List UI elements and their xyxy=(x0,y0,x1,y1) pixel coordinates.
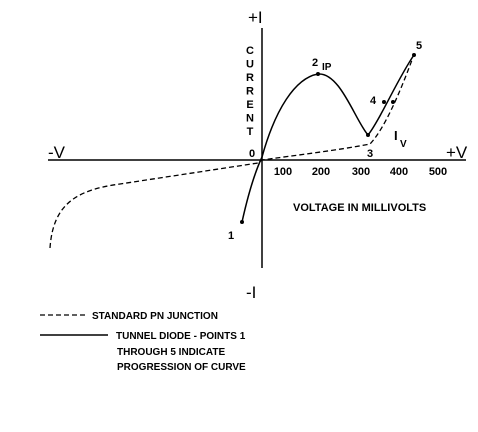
x-tick-label: 300 xyxy=(352,166,370,178)
plus-i: +I xyxy=(248,8,263,27)
x-tick-label: 100 xyxy=(274,166,292,178)
y-label-letter: E xyxy=(246,99,253,111)
x-ticks: 100 200 300 400 500 xyxy=(274,166,447,178)
legend-text: THROUGH 5 INDICATE xyxy=(117,347,225,358)
plus-v: +V xyxy=(446,143,468,162)
legend-text: PROGRESSION OF CURVE xyxy=(117,362,246,373)
point xyxy=(366,133,370,137)
point xyxy=(316,72,320,76)
point xyxy=(412,53,416,57)
y-label-letter: T xyxy=(247,126,254,138)
valley-label: I xyxy=(394,128,398,143)
valley-label: V xyxy=(400,139,407,150)
y-label-letter: R xyxy=(246,86,254,98)
point xyxy=(391,100,395,104)
point xyxy=(240,220,244,224)
x-tick-label: 500 xyxy=(429,166,447,178)
y-label-letter: N xyxy=(246,113,254,125)
point-label: 5 xyxy=(416,40,422,52)
point-label: 1 xyxy=(228,230,234,242)
y-label-letter: C xyxy=(246,45,254,57)
point-label: IP xyxy=(322,62,332,73)
pn-junction-curve xyxy=(49,59,413,249)
minus-v: -V xyxy=(48,143,66,162)
point-label: 2 xyxy=(312,57,318,69)
point xyxy=(382,100,386,104)
x-tick-label: 200 xyxy=(312,166,330,178)
legend-text: TUNNEL DIODE - POINTS 1 xyxy=(116,331,246,342)
y-label-letter: R xyxy=(246,72,254,84)
point-label: 3 xyxy=(367,148,373,160)
x-tick-label: 400 xyxy=(390,166,408,178)
x-axis-label: VOLTAGE IN MILLIVOLTS xyxy=(293,202,426,214)
y-label-letter: U xyxy=(246,59,254,71)
origin-label: 0 xyxy=(249,148,255,160)
minus-i: -I xyxy=(246,283,256,302)
curve-points xyxy=(240,53,416,224)
legend-text: STANDARD PN JUNCTION xyxy=(92,311,218,322)
point-label: 4 xyxy=(370,95,377,107)
